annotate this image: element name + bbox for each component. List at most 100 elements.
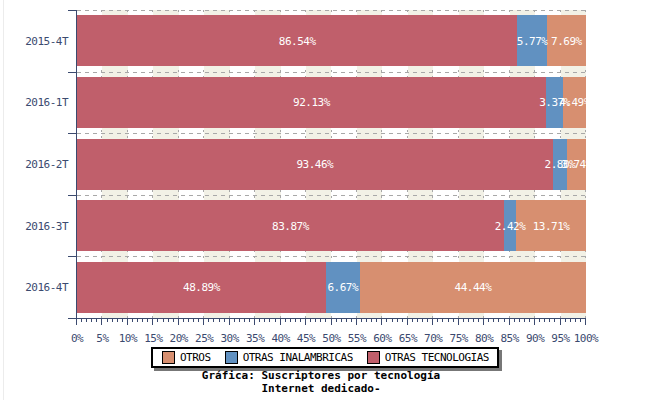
x-tick-minor: [173, 319, 174, 322]
x-tick-minor: [264, 319, 265, 322]
legend: OTROS OTRAS INALAMBRICAS OTRAS TECNOLOGIAS: [151, 347, 499, 368]
x-tick-minor: [493, 319, 494, 322]
grid-hline: [77, 133, 586, 134]
x-tick-minor: [453, 319, 454, 322]
page-left-border: [3, 0, 4, 400]
y-tick: [68, 133, 76, 134]
x-tick-minor: [300, 319, 301, 322]
x-tick-minor: [366, 319, 367, 322]
x-tick-minor: [290, 319, 291, 322]
x-tick-minor: [96, 319, 97, 322]
grid-hline: [77, 10, 586, 11]
y-axis-line: [76, 10, 77, 319]
x-tick-minor: [112, 319, 113, 322]
x-tick-minor: [488, 319, 489, 322]
y-tick: [68, 195, 76, 196]
x-tick-minor: [244, 319, 245, 322]
x-axis-label: 5%: [96, 332, 108, 345]
x-tick-minor: [147, 319, 148, 322]
x-tick-minor: [478, 319, 479, 322]
bar-value-label: 83.87%: [272, 219, 309, 232]
x-tick-minor: [402, 319, 403, 322]
x-tick-minor: [163, 319, 164, 322]
x-tick-minor: [386, 319, 387, 322]
bar-value-label: 86.54%: [279, 34, 316, 47]
chart-subtitle: Internet dedicado-: [0, 382, 642, 395]
x-tick-major: [407, 319, 408, 325]
x-axis-label: 15%: [144, 332, 162, 345]
bar-value-label: 4.49%: [559, 96, 586, 109]
x-tick-major: [203, 319, 204, 325]
x-axis-label: 70%: [424, 332, 442, 345]
legend-item: OTRAS INALAMBRICAS: [225, 351, 353, 364]
legend-item: OTRAS TECNOLOGIAS: [367, 351, 489, 364]
bar-value-label: 92.13%: [293, 96, 330, 109]
y-axis-label: 2015-4T: [20, 34, 68, 47]
x-tick-minor: [269, 319, 270, 322]
x-axis-label: 25%: [195, 332, 213, 345]
x-tick-minor: [544, 319, 545, 322]
x-axis-label: 20%: [170, 332, 188, 345]
y-axis-label: 2016-4T: [20, 281, 68, 294]
x-tick-minor: [213, 319, 214, 322]
x-tick-minor: [417, 319, 418, 322]
grid-hline: [77, 72, 586, 73]
x-tick-minor: [193, 319, 194, 322]
x-tick-minor: [336, 319, 337, 322]
x-tick-major: [560, 319, 561, 325]
x-tick-major: [381, 319, 382, 325]
x-tick-minor: [468, 319, 469, 322]
x-tick-minor: [219, 319, 220, 322]
y-tick: [68, 256, 76, 257]
x-tick-minor: [142, 319, 143, 322]
x-axis-label: 60%: [373, 332, 391, 345]
x-tick-minor: [107, 319, 108, 322]
x-axis-label: 0%: [71, 332, 83, 345]
x-axis-label: 45%: [297, 332, 315, 345]
x-tick-minor: [519, 319, 520, 322]
x-tick-minor: [315, 319, 316, 322]
x-axis-label: 30%: [221, 332, 239, 345]
x-tick-minor: [412, 319, 413, 322]
x-tick-minor: [504, 319, 505, 322]
x-tick-minor: [554, 319, 555, 322]
y-tick: [68, 10, 76, 11]
x-tick-minor: [310, 319, 311, 322]
x-tick-minor: [529, 319, 530, 322]
bar-value-label: 5.77%: [517, 34, 548, 47]
legend-label: OTRAS TECNOLOGIAS: [385, 351, 489, 364]
legend-label: OTROS: [180, 351, 211, 364]
x-tick-minor: [361, 319, 362, 322]
x-tick-major: [76, 319, 77, 325]
x-tick-major: [127, 319, 128, 325]
x-tick-minor: [183, 319, 184, 322]
x-tick-minor: [157, 319, 158, 322]
bar-value-label: 13.71%: [533, 219, 570, 232]
x-axis-label: 80%: [475, 332, 493, 345]
x-tick-minor: [91, 319, 92, 322]
x-tick-minor: [514, 319, 515, 322]
legend-swatch: [225, 351, 238, 364]
x-tick-minor: [81, 319, 82, 322]
x-tick-minor: [117, 319, 118, 322]
y-tick: [68, 72, 76, 73]
x-tick-major: [356, 319, 357, 325]
bar-value-label: 44.44%: [455, 281, 492, 294]
x-tick-minor: [234, 319, 235, 322]
x-tick-minor: [239, 319, 240, 322]
x-tick-major: [432, 319, 433, 325]
x-tick-minor: [188, 319, 189, 322]
x-tick-minor: [437, 319, 438, 322]
grid-hline: [77, 256, 586, 257]
plot-area: 86.54%5.77%7.69%92.13%3.37%4.49%93.46%2.…: [77, 10, 586, 318]
x-tick-major: [152, 319, 153, 325]
x-tick-major: [534, 319, 535, 325]
bar-value-label: 3.74%: [561, 158, 586, 171]
legend-swatch: [162, 351, 175, 364]
x-axis-label: 65%: [399, 332, 417, 345]
legend-item: OTROS: [162, 351, 211, 364]
x-tick-major: [458, 319, 459, 325]
x-tick-major: [229, 319, 230, 325]
y-axis-label: 2016-1T: [20, 96, 68, 109]
bar-value-label: 93.46%: [296, 158, 333, 171]
